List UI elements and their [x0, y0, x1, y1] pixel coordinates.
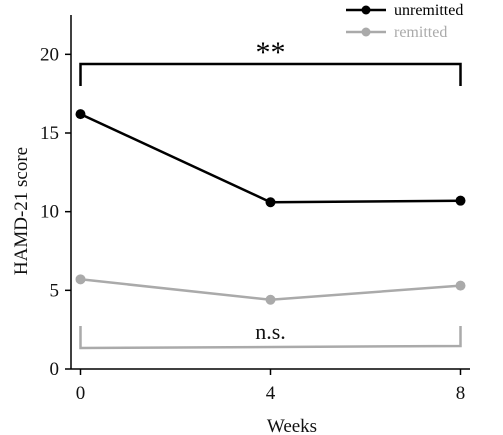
y-tick-label: 0 — [50, 359, 60, 380]
annotations: ** n.s. — [79, 36, 462, 350]
data-point-remitted — [265, 294, 276, 305]
significance-label: ** — [256, 36, 286, 69]
data-point-unremitted — [455, 195, 466, 206]
legend-marker-remitted — [361, 27, 371, 37]
series-line-unremitted — [79, 112, 461, 204]
y-axis-label: HAMD-21 score — [11, 147, 32, 275]
data-point-unremitted — [265, 197, 276, 208]
x-axis-label: Weeks — [267, 416, 317, 435]
y-tick-label: 15 — [40, 123, 59, 144]
y-tick-label: 5 — [50, 280, 60, 301]
data-point-remitted — [75, 274, 86, 285]
legend: unremitted remitted — [346, 2, 463, 41]
x-tick-label: 8 — [456, 383, 466, 404]
data-point-unremitted — [75, 109, 86, 120]
significance-bracket — [79, 62, 462, 86]
y-tick-label: 10 — [40, 202, 59, 223]
x-tick-label: 0 — [76, 383, 86, 404]
plot-area — [75, 109, 466, 305]
legend-label-unremitted: unremitted — [394, 2, 463, 19]
significance-bracket — [79, 326, 462, 350]
y-tick-label: 20 — [40, 44, 59, 65]
significance-label: n.s. — [255, 319, 286, 344]
axes: 0 5 10 15 20 0 4 8 — [40, 15, 470, 404]
x-tick-label: 4 — [266, 383, 276, 404]
legend-label-remitted: remitted — [394, 24, 447, 41]
data-point-remitted — [455, 280, 466, 291]
legend-marker-unremitted — [361, 5, 371, 15]
